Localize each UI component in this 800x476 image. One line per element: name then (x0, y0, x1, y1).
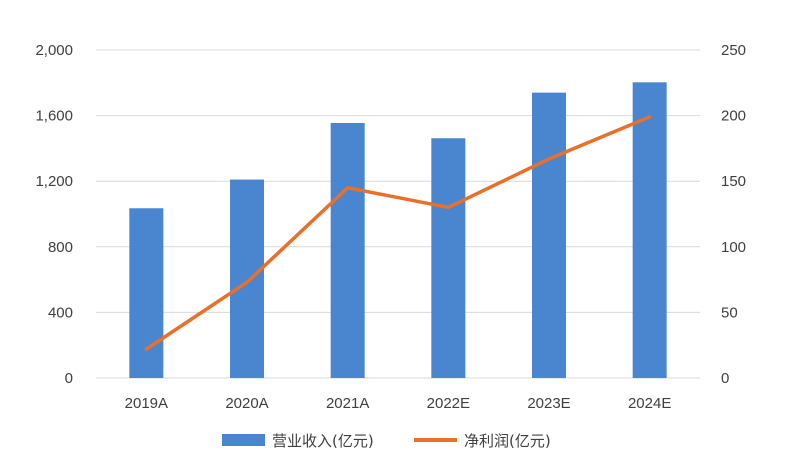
legend-bar-label: 营业收入(亿元) (272, 432, 374, 450)
x-tick-label: 2021A (326, 395, 369, 412)
left-tick-label: 800 (48, 239, 73, 256)
right-tick-label: 0 (721, 370, 729, 387)
x-tick-label: 2023E (527, 395, 570, 412)
bar (129, 208, 164, 378)
bars-series (129, 82, 667, 379)
left-tick-label: 0 (65, 370, 73, 387)
bar (632, 82, 667, 379)
x-tick-label: 2022E (427, 395, 470, 412)
x-axis-ticks: 2019A 2020A 2021A 2022E 2023E 2024E (125, 395, 672, 412)
x-tick-label: 2020A (225, 395, 268, 412)
right-tick-label: 150 (721, 173, 746, 190)
right-tick-label: 250 (721, 42, 746, 59)
net-profit-line (144, 115, 652, 351)
legend-line-label: 净利润(亿元) (464, 432, 551, 450)
left-tick-label: 1,600 (35, 108, 73, 125)
legend: 营业收入(亿元) 净利润(亿元) (222, 432, 551, 450)
bar (330, 122, 365, 378)
bar (431, 138, 466, 378)
x-tick-label: 2024E (628, 395, 671, 412)
right-tick-label: 50 (721, 304, 738, 321)
right-tick-label: 100 (721, 239, 746, 256)
right-axis-ticks: 0 50 100 150 200 250 (721, 42, 746, 387)
right-tick-label: 200 (721, 108, 746, 125)
bar (230, 179, 264, 378)
gridlines (96, 49, 700, 379)
legend-bar-swatch (222, 434, 265, 446)
left-axis-ticks: 0 400 800 1,200 1,600 2,000 (35, 42, 73, 387)
bar (532, 92, 566, 378)
x-tick-label: 2019A (125, 395, 168, 412)
left-tick-label: 400 (48, 304, 73, 321)
line-series (144, 115, 652, 351)
left-tick-label: 1,200 (35, 173, 73, 190)
left-tick-label: 2,000 (35, 42, 73, 59)
